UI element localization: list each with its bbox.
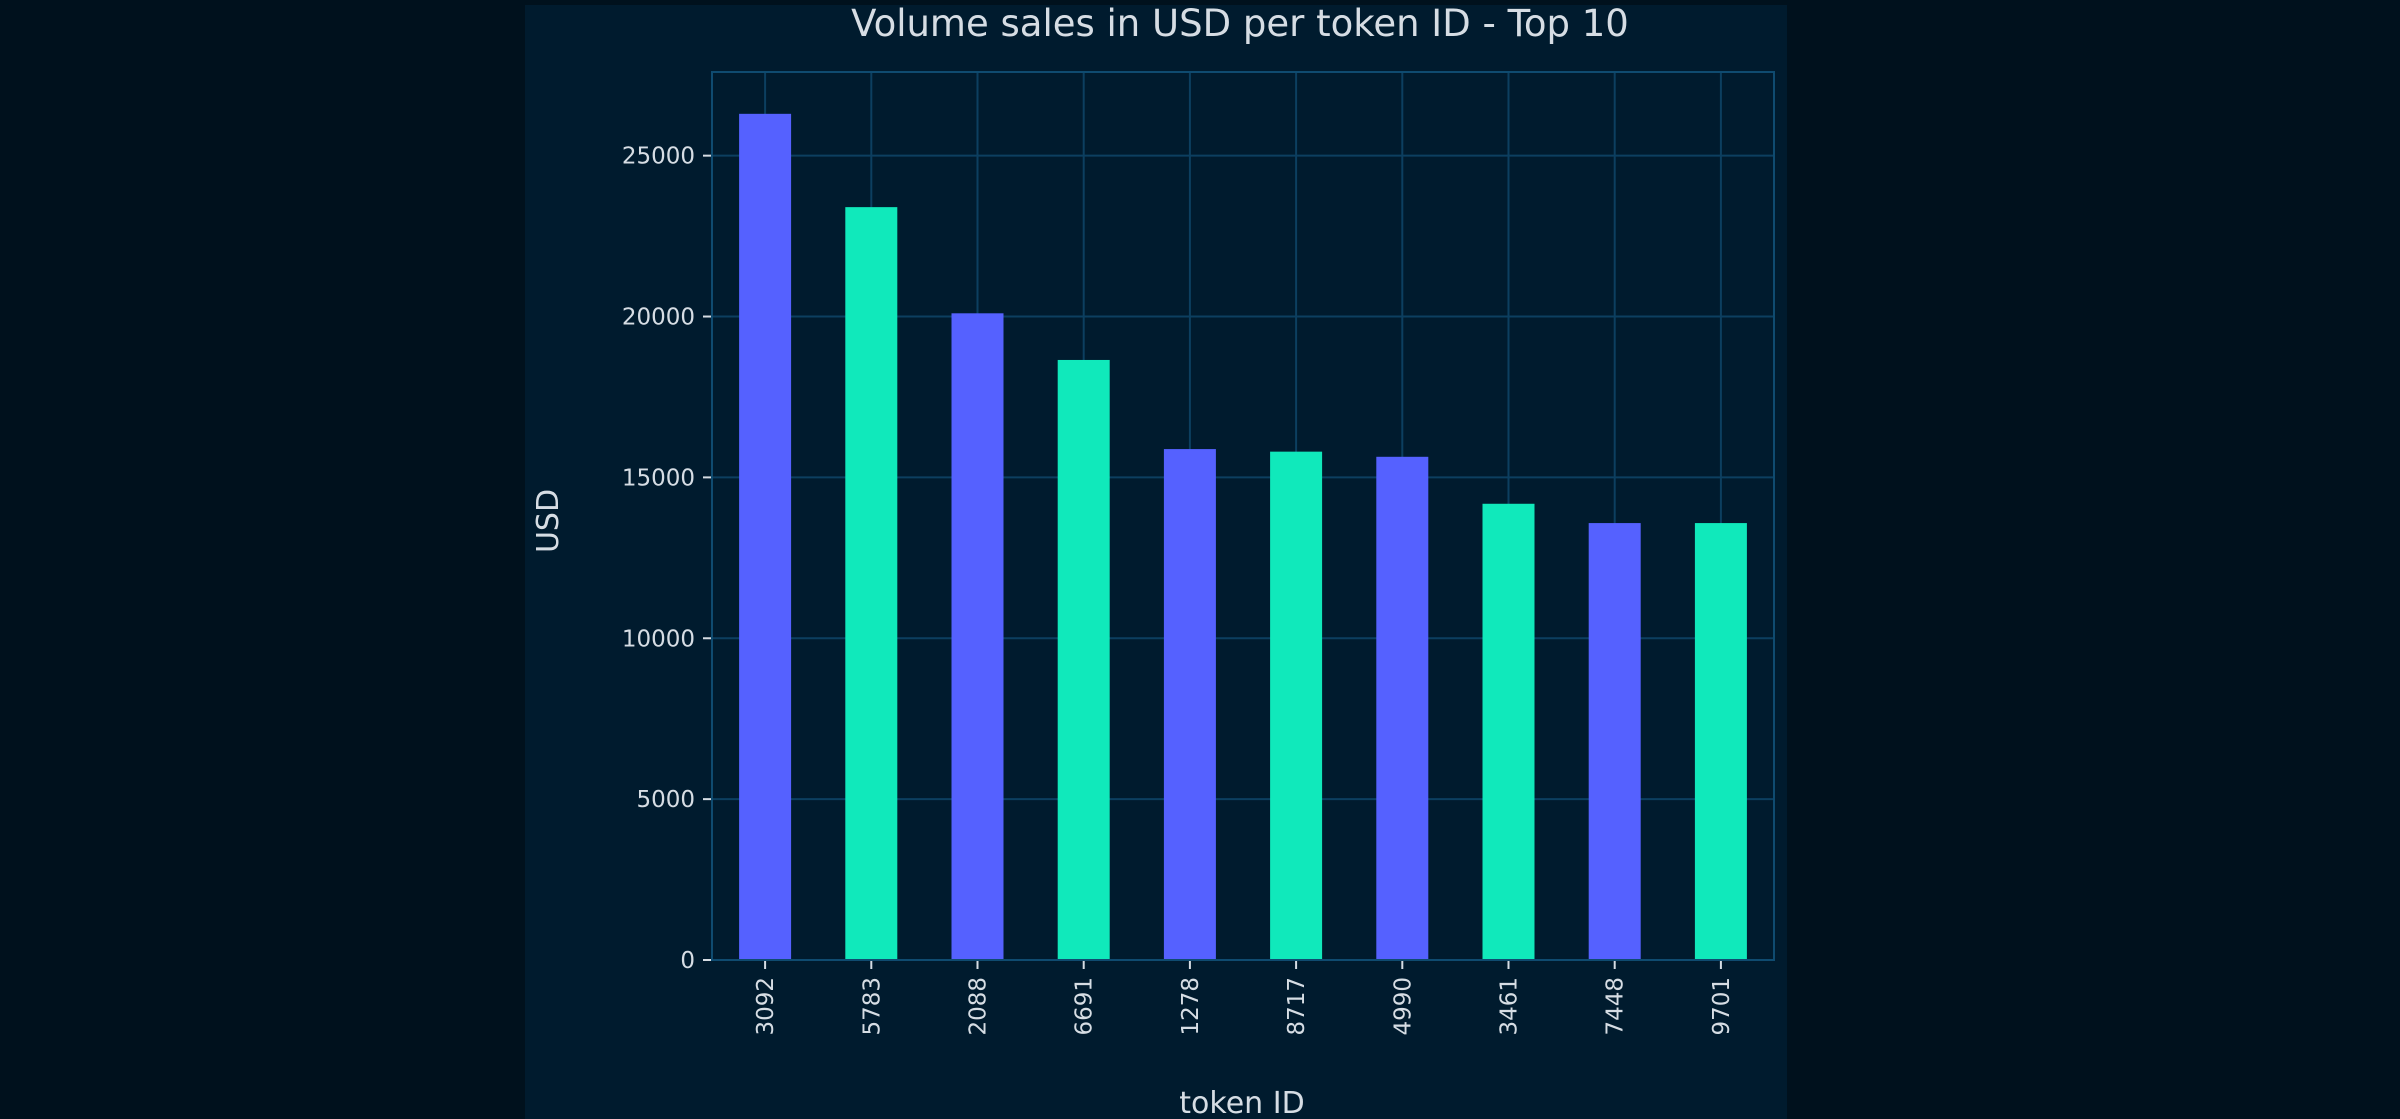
x-tick-label-1278: 1278 — [1178, 977, 1204, 1036]
x-axis-label: token ID — [1179, 1086, 1304, 1119]
y-tick-label: 10000 — [622, 626, 695, 652]
bar-2088 — [951, 313, 1004, 961]
x-tick-label-5783: 5783 — [859, 977, 885, 1036]
plot-area: 0 5000 10000 15000 20000 25000 3092 5783 2088 669… — [622, 71, 1775, 1036]
bar-3092 — [739, 113, 792, 960]
x-tick-label-3461: 3461 — [1497, 977, 1523, 1036]
chart-title: Volume sales in USD per token ID - Top 1… — [851, 2, 1629, 45]
y-axis-label: USD — [531, 489, 566, 553]
x-tick-label-9701: 9701 — [1709, 977, 1735, 1036]
x-tick-label-7448: 7448 — [1603, 977, 1629, 1036]
bar-3461 — [1482, 503, 1535, 960]
bar-5783 — [845, 207, 898, 960]
y-tick-label: 0 — [680, 948, 695, 974]
bar-8717 — [1270, 451, 1323, 960]
y-tick-label: 20000 — [622, 305, 695, 331]
bar-6691 — [1057, 359, 1110, 960]
x-tick-label-3092: 3092 — [753, 977, 779, 1036]
x-tick-label-8717: 8717 — [1284, 977, 1310, 1036]
bar-1278 — [1163, 449, 1216, 960]
x-tick-label-4990: 4990 — [1390, 977, 1416, 1036]
plot-frame — [711, 71, 1775, 961]
y-tick-label: 5000 — [636, 787, 695, 813]
x-tick-label-6691: 6691 — [1072, 977, 1098, 1036]
bar-4990 — [1376, 456, 1429, 960]
bar-7448 — [1588, 523, 1641, 960]
bar-9701 — [1694, 523, 1747, 960]
y-tick-label: 15000 — [622, 465, 695, 491]
x-tick-label-2088: 2088 — [966, 977, 992, 1036]
y-tick-label: 25000 — [622, 144, 695, 170]
